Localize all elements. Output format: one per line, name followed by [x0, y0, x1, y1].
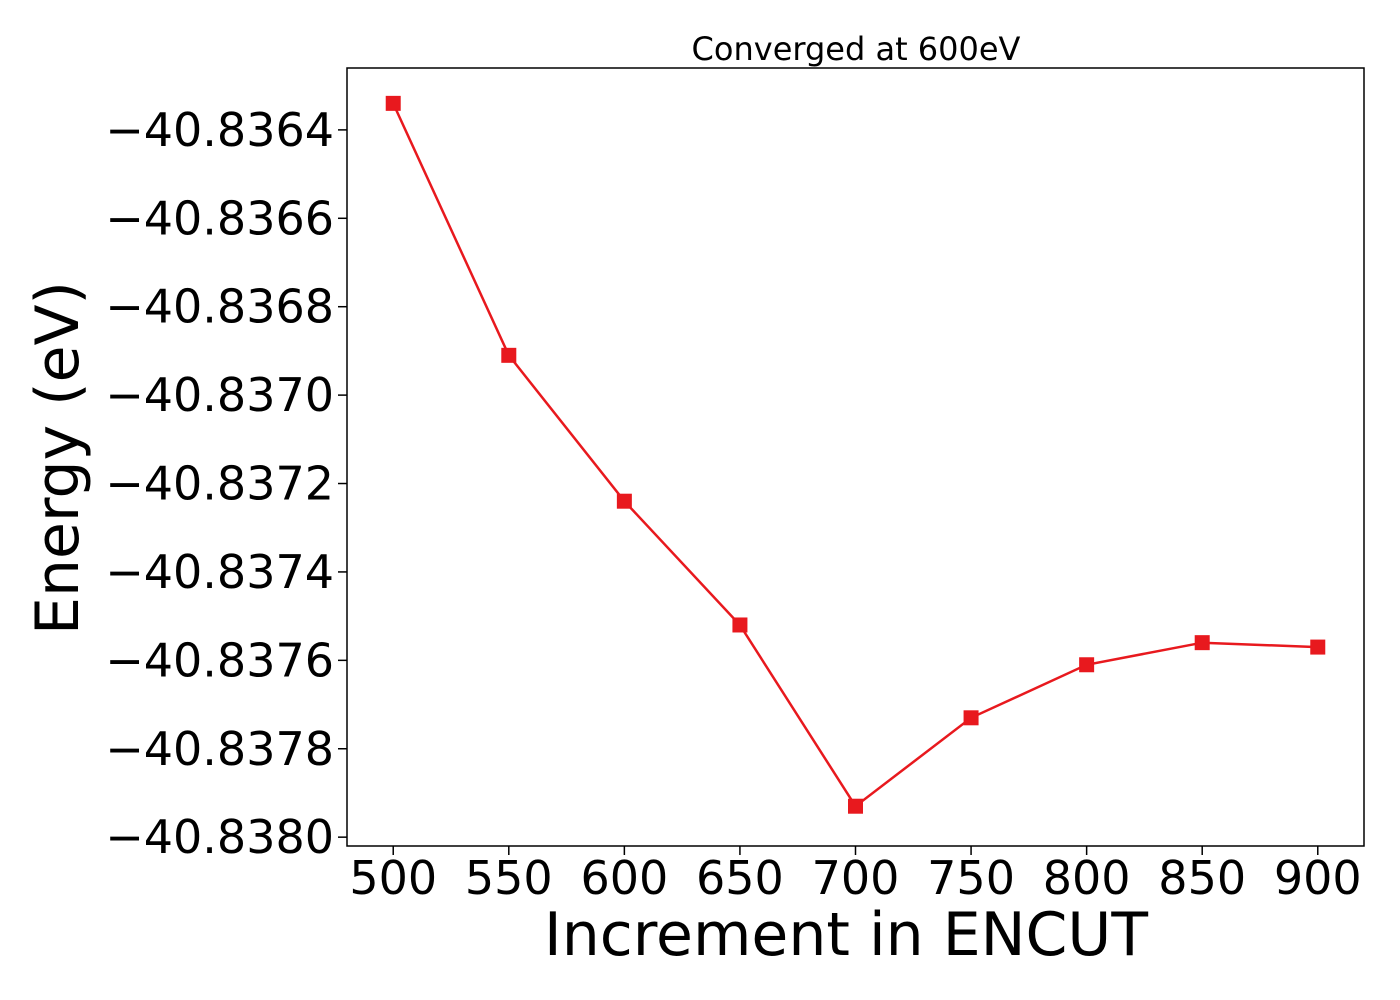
data-point	[616, 493, 632, 509]
x-tick-label: 600	[580, 851, 668, 905]
data-point	[501, 347, 517, 363]
y-tick-label: −40.8372	[105, 457, 334, 511]
series-line	[392, 102, 1318, 809]
chart-title: Converged at 600eV	[692, 30, 1021, 68]
data-point	[385, 95, 401, 111]
data-point	[1194, 635, 1210, 651]
y-tick-label: −40.8374	[105, 545, 334, 599]
x-tick-label: 800	[1043, 851, 1131, 905]
x-tick-label: 850	[1158, 851, 1246, 905]
plot-frame	[346, 67, 1365, 847]
y-axis-label: Energy (eV)	[23, 281, 93, 635]
x-tick-label: 550	[465, 851, 553, 905]
x-tick-label: 700	[812, 851, 900, 905]
y-axis: −40.8364 −40.8366 −40.8368 −40.8370 −40.8372…	[105, 103, 347, 864]
x-axis: 500 550 600 650 700 750 800 850 900	[349, 846, 1362, 905]
x-axis-label: Increment in ENCUT	[544, 900, 1148, 970]
y-tick-label: −40.8376	[105, 633, 334, 687]
y-tick-label: −40.8380	[105, 810, 334, 864]
y-tick-label: −40.8364	[105, 103, 334, 157]
y-tick-label: −40.8368	[105, 280, 334, 334]
data-point	[732, 617, 748, 633]
x-tick-label: 650	[696, 851, 784, 905]
data-point	[963, 710, 979, 726]
data-point	[1310, 639, 1326, 655]
y-tick-label: −40.8366	[105, 191, 334, 245]
data-point	[1079, 657, 1095, 673]
x-tick-label: 900	[1274, 851, 1362, 905]
y-tick-label: −40.8370	[105, 368, 334, 422]
x-tick-label: 750	[927, 851, 1015, 905]
x-tick-label: 500	[349, 851, 437, 905]
data-point	[848, 798, 863, 814]
y-tick-label: −40.8378	[105, 722, 334, 776]
